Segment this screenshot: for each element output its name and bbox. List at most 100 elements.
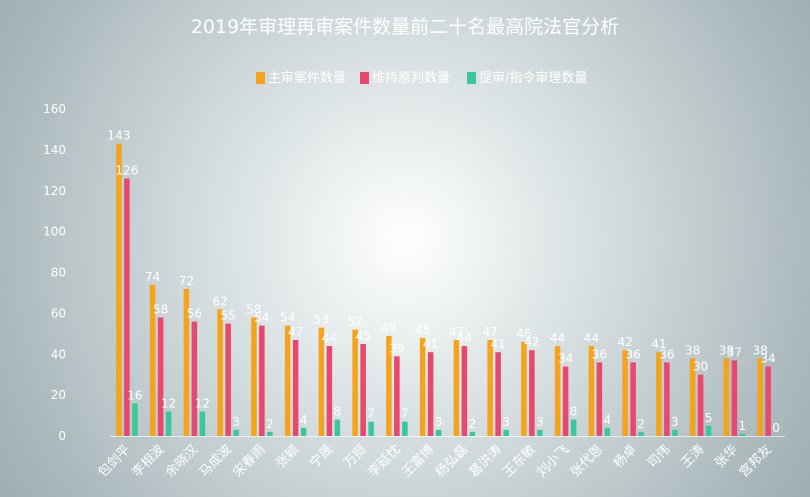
data-label: 55: [220, 309, 235, 323]
bar: [149, 284, 156, 436]
data-label: 8: [570, 405, 578, 419]
category-label: 刘小飞: [534, 442, 572, 480]
bar: [352, 329, 358, 436]
data-label: 3: [435, 415, 443, 429]
bar: [757, 358, 763, 436]
data-label: 41: [423, 337, 438, 351]
category-label: 杨弘磊: [433, 442, 471, 480]
legend-label: 主审案件数量: [268, 71, 346, 86]
data-label: 3: [502, 415, 510, 429]
category-label: 宁晟: [306, 442, 336, 472]
bar: [318, 327, 325, 436]
y-tick-label: 20: [51, 388, 66, 402]
data-label: 44: [457, 331, 472, 345]
data-label: 12: [195, 396, 210, 410]
category-label: 宫邦友: [736, 442, 775, 481]
data-label: 45: [355, 329, 370, 343]
bar: [284, 325, 291, 436]
data-label: 58: [153, 302, 168, 316]
legend-label: 维持原判数量: [372, 71, 450, 86]
bars: [116, 143, 771, 437]
legend-label: 提审/指令审理数量: [479, 70, 587, 86]
category-label: 李延忱: [366, 442, 404, 480]
data-label: 16: [127, 388, 142, 402]
data-label: 5: [705, 411, 713, 425]
category-label: 司伟: [645, 442, 674, 471]
category-label: 李相波: [129, 442, 167, 480]
category-label: 万挺: [341, 442, 370, 471]
bar: [165, 411, 172, 436]
data-label: 8: [334, 405, 342, 419]
data-label: 53: [314, 313, 329, 327]
y-tick-label: 40: [51, 347, 66, 361]
data-label: 72: [179, 274, 194, 288]
data-label: 4: [300, 413, 308, 427]
data-label: 44: [322, 331, 337, 345]
bar: [638, 431, 644, 436]
bar: [251, 317, 257, 436]
bar: [588, 346, 595, 436]
data-label: 42: [524, 335, 539, 349]
data-label: 2: [469, 417, 477, 431]
bar: [124, 178, 130, 437]
bar: [630, 362, 636, 436]
value-labels: 1431261674581272561262553585425447453448…: [107, 129, 780, 435]
data-label: 52: [347, 315, 362, 329]
bar: [427, 352, 434, 436]
chart-title: 2019年审理再审案件数量前二十名最高院法官分析: [191, 16, 619, 38]
legend: 主审案件数量 维持原判数量 提审/指令审理数量: [256, 70, 587, 86]
bar: [529, 350, 535, 436]
category-label: 张颖: [273, 442, 302, 471]
data-label: 58: [246, 302, 261, 316]
data-label: 49: [381, 321, 396, 335]
data-label: 39: [389, 341, 404, 355]
data-label: 38: [752, 343, 767, 357]
data-label: 3: [232, 415, 240, 429]
bar: [461, 346, 468, 436]
data-label: 3: [671, 415, 679, 429]
bar: [267, 431, 273, 436]
data-label: 12: [161, 396, 176, 410]
y-tick-label: 140: [43, 143, 66, 157]
bar: [521, 341, 527, 436]
data-label: 34: [558, 352, 573, 366]
bar: [689, 358, 696, 436]
data-label: 36: [659, 347, 674, 361]
bar: [183, 288, 190, 436]
data-label: 0: [772, 421, 780, 435]
bar: [191, 321, 198, 436]
data-label: 62: [212, 294, 227, 308]
y-tick-label: 160: [43, 102, 66, 116]
bar: [300, 427, 307, 436]
bar: [402, 421, 408, 436]
category-label: 余晓汉: [162, 442, 201, 481]
bar: [435, 429, 442, 436]
data-label: 34: [760, 352, 775, 366]
data-label: 38: [685, 343, 700, 357]
data-label: 3: [536, 415, 544, 429]
data-label: 44: [584, 331, 599, 345]
bar: [225, 323, 231, 436]
y-tick-label: 120: [43, 184, 66, 198]
category-label: 王东敏: [501, 442, 539, 480]
bar: [604, 427, 611, 436]
bar: [731, 360, 738, 436]
category-label: 张华: [712, 442, 741, 471]
bar: [116, 143, 122, 436]
bar: [656, 352, 662, 436]
data-label: 74: [145, 270, 160, 284]
bar: [562, 366, 569, 436]
data-label: 36: [592, 347, 607, 361]
bar: [672, 429, 678, 436]
data-label: 47: [449, 325, 464, 339]
bar: [360, 344, 366, 436]
category-label: 葛洪涛: [466, 442, 505, 481]
category-label: 张代恩: [568, 442, 606, 480]
bar: [664, 362, 670, 436]
bar: [453, 339, 460, 436]
bar: [622, 350, 628, 436]
data-label: 56: [187, 307, 202, 321]
